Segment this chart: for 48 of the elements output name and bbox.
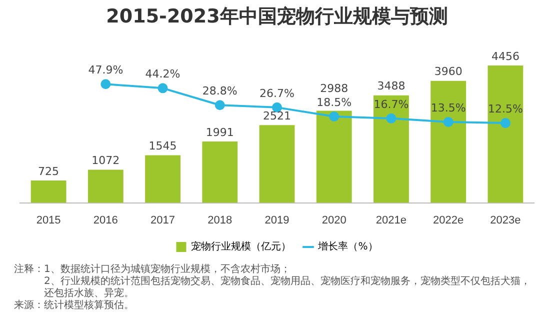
point (386, 113, 396, 124)
bar (88, 170, 124, 203)
data-label: 2988 (320, 82, 348, 95)
point (214, 100, 225, 110)
x-tick-label: 2017 (150, 214, 176, 226)
data-label: 725 (38, 164, 60, 178)
bar (259, 125, 295, 203)
x-tick-label: 2019 (264, 214, 290, 226)
legend-label: 宠物行业规模（亿元） (191, 240, 292, 253)
text: 注释：1、数据统计口径为城镇宠物行业规模，不含农村市场； (14, 264, 292, 276)
bar (30, 180, 66, 203)
data-label: 47.9% (88, 63, 124, 76)
x-tick-label: 2023e (490, 214, 521, 226)
point (100, 79, 111, 90)
data-label: 44.2% (145, 68, 180, 81)
data-label: 4456 (491, 50, 520, 63)
data-label: 3488 (377, 80, 406, 93)
bar (488, 66, 524, 203)
data-label: 12.5% (488, 102, 523, 116)
bar (430, 80, 466, 203)
data-label: 3960 (434, 65, 462, 78)
point (500, 118, 510, 128)
x-tick-label: 2018 (208, 214, 232, 226)
point (443, 116, 454, 127)
data-label: 26.7% (260, 86, 294, 100)
source-note: 来源：统计模型核算预估。 (14, 300, 135, 312)
text: 2、行业规模的统计范围包括宠物交易、宠物食品、宠物用品、宠物医疗和宠物服务，宠物类型不仅包括犬猫，还包括水族、异宠。 (43, 276, 532, 300)
bar (374, 95, 409, 203)
bar (202, 141, 238, 203)
chart-title: 2015-2023年中国宠物行业规模与预测 (106, 5, 448, 28)
data-label: 2521 (263, 110, 291, 123)
data-label: 1991 (206, 126, 234, 139)
data-label: 1072 (92, 154, 120, 168)
data-label: 13.5% (430, 101, 466, 114)
data-label: 1545 (148, 140, 177, 153)
x-tick-label: 2021e (376, 214, 407, 226)
legend-label: 增长率（%） (317, 240, 378, 253)
x-tick-label: 2016 (93, 214, 118, 226)
data-label: 18.5% (316, 96, 352, 109)
data-label: 16.7% (374, 98, 409, 111)
x-tick-label: 2020 (322, 214, 346, 226)
x-tick-label: 2015 (36, 214, 61, 226)
bar (145, 155, 180, 203)
bar (316, 110, 352, 203)
x-tick-label: 2022e (433, 214, 464, 226)
point (158, 83, 168, 94)
data-label: 28.8% (202, 84, 238, 98)
point (329, 111, 340, 122)
